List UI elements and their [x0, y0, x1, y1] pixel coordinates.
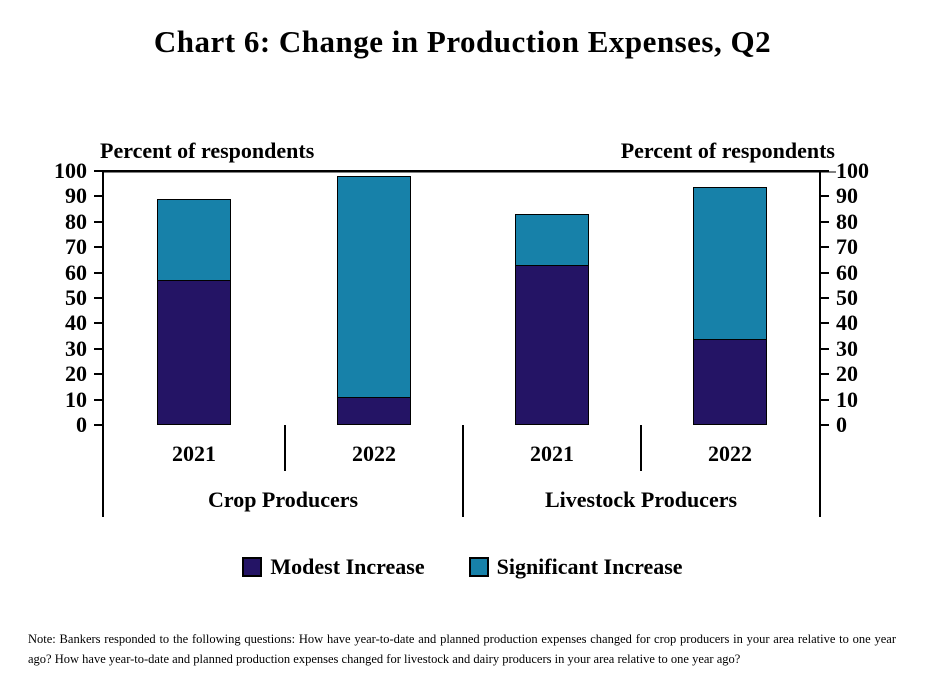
y-tick-right-80	[820, 220, 829, 223]
bar-crop-2021	[157, 199, 231, 425]
segment-modest-increase	[515, 265, 589, 425]
segment-modest-increase	[693, 339, 767, 425]
y-tick-left-40	[94, 322, 103, 325]
y-tick-label-right-10: 10	[836, 386, 858, 412]
y-tick-label-left-50: 50	[65, 285, 87, 310]
y-tick-label-left-30: 30	[65, 335, 87, 361]
legend-item-modest-increase: Modest Increase	[242, 554, 425, 580]
y-tick-left-90	[94, 195, 103, 198]
y-tick-label-right-0: 0	[836, 412, 847, 437]
y-axis-left-line	[102, 171, 104, 517]
y-tick-label-left-10: 10	[65, 386, 87, 412]
legend-item-significant-increase: Significant Increase	[468, 554, 683, 580]
y-tick-left-20	[94, 373, 103, 376]
y-tick-label-right-20: 20	[836, 361, 858, 387]
y-tick-left-50	[94, 297, 103, 299]
y-tick-label-left-60: 60	[65, 259, 87, 285]
footnote: Note: Bankers responded to the following…	[28, 632, 896, 666]
y-tick-right-100	[820, 170, 829, 172]
legend-label: Significant Increase	[496, 554, 683, 579]
y-tick-label-left-0: 0	[76, 412, 87, 437]
x-category-label-0: 2021	[172, 441, 216, 466]
y-tick-label-right-90: 90	[836, 183, 858, 209]
y-tick-label-left-40: 40	[65, 310, 87, 336]
bar-livestock-2022	[693, 187, 767, 425]
segment-modest-increase	[157, 280, 231, 425]
y-tick-label-right-50: 50	[836, 285, 858, 310]
y-tick-left-60	[94, 271, 103, 274]
y-tick-left-80	[94, 220, 103, 223]
legend-label: Modest Increase	[270, 554, 425, 579]
segment-modest-increase	[337, 397, 411, 425]
segment-significant-increase	[157, 199, 231, 281]
legend-swatch-icon	[242, 557, 263, 577]
legend-swatch-icon	[468, 557, 489, 577]
y-axis-right-line	[819, 171, 821, 517]
segment-significant-increase	[337, 176, 411, 398]
y-tick-right-0	[820, 424, 829, 426]
year-separator-line	[640, 425, 642, 471]
year-separator-line	[284, 425, 286, 471]
y-tick-right-70	[820, 246, 829, 249]
segment-significant-increase	[515, 214, 589, 266]
axis-header-right: Percent of respondents	[620, 138, 835, 163]
y-tick-right-40	[820, 322, 829, 325]
zero-baseline	[103, 171, 836, 173]
y-tick-label-left-80: 80	[65, 208, 87, 234]
axis-header-left: Percent of respondents	[100, 138, 315, 163]
y-tick-label-right-80: 80	[836, 208, 858, 234]
x-group-label-livestock-producers: Livestock Producers	[544, 487, 738, 512]
y-tick-label-left-100: 100	[54, 158, 87, 183]
chart-title: Chart 6: Change in Production Expenses, …	[153, 24, 772, 59]
y-tick-label-right-100: 100	[836, 158, 869, 183]
x-category-label-3: 2022	[708, 441, 752, 466]
x-category-label-1: 2022	[352, 441, 396, 466]
y-tick-left-70	[94, 246, 103, 249]
segment-significant-increase	[693, 187, 767, 340]
y-tick-label-left-20: 20	[65, 361, 87, 387]
y-tick-label-right-40: 40	[836, 310, 858, 336]
plot-area: 0 0 10 10 20 20 30 30 40 40 50 50 60 60 70 70 80 80 90 90 10…	[54, 160, 869, 517]
x-group-label-crop-producers: Crop Producers	[207, 487, 359, 512]
y-tick-label-left-70: 70	[65, 234, 87, 260]
y-tick-right-60	[820, 271, 829, 274]
y-tick-right-30	[820, 347, 829, 350]
y-tick-right-10	[820, 398, 829, 401]
legend: Modest Increase Significant Increase	[0, 554, 925, 580]
y-tick-left-100	[94, 170, 103, 172]
y-tick-label-right-60: 60	[836, 259, 858, 285]
y-tick-right-20	[820, 373, 829, 376]
y-tick-right-90	[820, 195, 829, 198]
y-tick-left-0	[94, 424, 103, 426]
y-tick-label-left-90: 90	[65, 183, 87, 209]
y-tick-label-right-70: 70	[836, 234, 858, 260]
y-tick-left-10	[94, 398, 103, 401]
bar-livestock-2021	[515, 214, 589, 425]
x-category-label-2: 2021	[530, 441, 574, 466]
group-separator-line	[462, 425, 464, 517]
y-tick-left-30	[94, 347, 103, 350]
top-frame-line	[103, 170, 820, 172]
y-tick-label-right-30: 30	[836, 335, 858, 361]
bar-crop-2022	[337, 176, 411, 425]
y-tick-right-50	[820, 297, 829, 299]
